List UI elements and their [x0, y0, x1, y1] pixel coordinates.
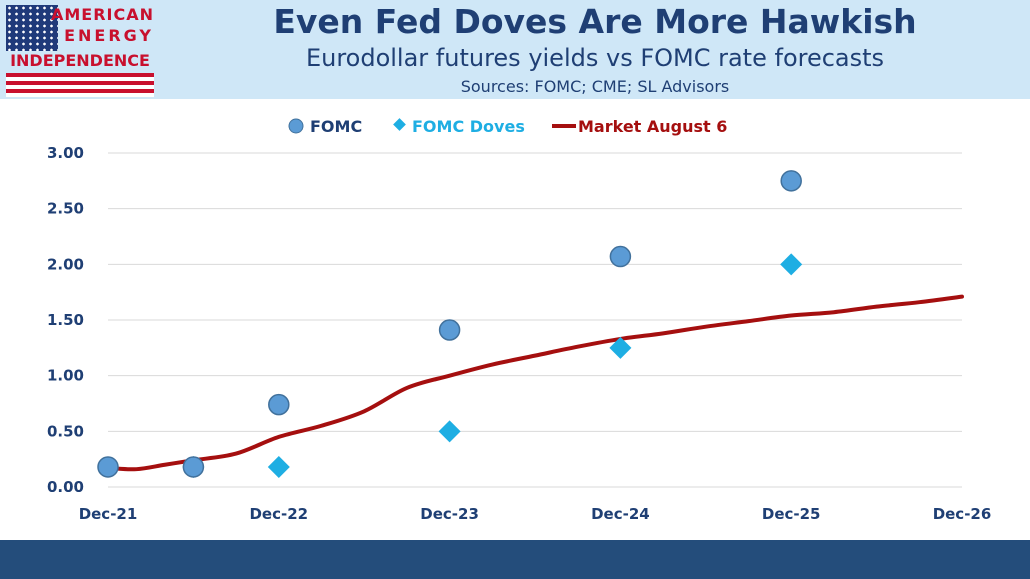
x-tick-label: Dec-24: [591, 505, 650, 523]
logo-text-energy: ENERGY: [64, 26, 154, 45]
fomc-doves-point: [267, 455, 290, 478]
american-energy-independence-logo: AMERICAN ENERGY INDEPENDENCE: [6, 5, 154, 97]
market-series: [106, 294, 964, 472]
fomc-point: [438, 319, 461, 341]
fomc-point: [182, 456, 205, 478]
fomc-point: [97, 456, 119, 478]
fomc-point: [609, 245, 632, 268]
x-tick-label: Dec-21: [79, 505, 138, 523]
y-tick-label: 1.00: [47, 367, 84, 385]
x-tick-label: Dec-25: [762, 505, 821, 523]
fomc-doves-point: [609, 336, 632, 359]
logo-stripes: [6, 73, 154, 97]
x-axis: Dec-21 Dec-22 Dec-23 Dec-24 Dec-25 Dec-26: [79, 505, 992, 523]
chart-legend: FOMC FOMC Doves Market August 6: [288, 117, 727, 136]
legend-fomc-marker: [288, 118, 304, 134]
y-axis: 3.00 2.50 2.00 1.50 1.00 0.50 0.00: [47, 144, 84, 496]
sources-note: Sources: FOMC; CME; SL Advisors: [460, 77, 730, 96]
flag-stars-icon: [6, 5, 58, 51]
logo-text-american: AMERICAN: [50, 5, 154, 24]
y-tick-label: 0.00: [47, 478, 84, 496]
fomc-series: [97, 170, 802, 478]
x-tick-label: Dec-23: [420, 505, 479, 523]
y-tick-label: 3.00: [47, 144, 84, 162]
logo-text-independence: INDEPENDENCE: [10, 51, 150, 70]
y-tick-label: 2.00: [47, 255, 84, 273]
legend-fomc-label: FOMC: [310, 117, 362, 136]
fomc-doves-point: [438, 420, 461, 443]
market-line: [106, 294, 964, 472]
x-tick-label: Dec-26: [933, 505, 992, 523]
gridlines: [108, 152, 962, 488]
y-tick-label: 0.50: [47, 422, 84, 440]
legend-market-label: Market August 6: [578, 117, 727, 136]
legend-doves-marker: [393, 118, 406, 131]
slide-header: AMERICAN ENERGY INDEPENDENCE Even Fed Do…: [0, 0, 1030, 99]
legend-doves-label: FOMC Doves: [412, 117, 525, 136]
y-tick-label: 1.50: [47, 311, 84, 329]
footer-bar: [0, 540, 1030, 579]
page-title: Even Fed Doves Are More Hawkish: [273, 2, 917, 41]
page-subtitle: Eurodollar futures yields vs FOMC rate f…: [305, 44, 885, 72]
fomc-doves-point: [780, 253, 803, 276]
fomc-point: [780, 170, 802, 192]
fomc-point: [268, 393, 290, 416]
rate-chart: FOMC FOMC Doves Market August 6 3.00 2.50…: [47, 117, 992, 523]
y-tick-label: 2.50: [47, 200, 84, 218]
x-tick-label: Dec-22: [249, 505, 308, 523]
